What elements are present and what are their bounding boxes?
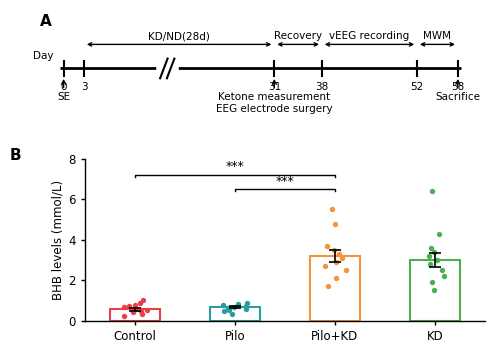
Point (324, 243, 332, 249)
Point (224, 305, 232, 310)
Text: ***: *** (276, 175, 294, 188)
Point (322, 263, 330, 269)
Text: KD/ND(28d): KD/ND(28d) (148, 31, 210, 41)
Point (328, 207, 336, 212)
Text: vEEG recording: vEEG recording (330, 31, 409, 41)
Text: Recovery: Recovery (274, 31, 322, 41)
Point (330, 247, 338, 253)
Point (427, 245, 435, 250)
Point (425, 253, 433, 259)
Y-axis label: BHB levels (mmol/L): BHB levels (mmol/L) (52, 180, 64, 300)
Point (430, 288, 438, 293)
Point (332, 276, 340, 281)
Text: Day: Day (33, 51, 54, 61)
Text: 38: 38 (316, 81, 328, 91)
Text: MWM: MWM (424, 31, 452, 41)
Point (336, 251, 344, 257)
Point (226, 307, 234, 313)
Text: 58: 58 (451, 81, 464, 91)
Point (234, 301, 241, 306)
Point (138, 311, 146, 316)
Point (426, 262, 434, 267)
Text: B: B (10, 148, 22, 163)
Point (332, 259, 340, 265)
Point (438, 267, 446, 273)
Bar (110, 309, 160, 321)
Point (136, 300, 143, 305)
Bar (410, 260, 460, 321)
Point (242, 303, 250, 308)
Point (428, 188, 436, 194)
Point (440, 274, 448, 279)
Text: SE: SE (57, 92, 70, 102)
Point (324, 284, 332, 289)
Text: 31: 31 (268, 81, 281, 91)
Text: ***: *** (226, 160, 244, 174)
Point (130, 309, 138, 315)
Point (338, 255, 345, 261)
Text: Ketone measurement
EEG electrode surgery: Ketone measurement EEG electrode surgery (216, 92, 332, 114)
Point (125, 303, 133, 308)
Point (131, 302, 139, 307)
Point (137, 308, 145, 314)
Point (430, 249, 438, 255)
Point (220, 308, 228, 314)
Point (228, 311, 236, 316)
Text: A: A (40, 14, 52, 29)
Point (242, 300, 250, 305)
Point (342, 267, 349, 273)
Point (144, 307, 152, 313)
Point (230, 304, 238, 309)
Text: 3: 3 (80, 81, 87, 91)
Point (428, 279, 436, 285)
Text: Sacrifice: Sacrifice (436, 92, 480, 102)
Point (132, 306, 140, 312)
Point (435, 231, 443, 236)
Bar (310, 256, 360, 321)
Point (433, 257, 441, 263)
Point (242, 306, 250, 312)
Text: 0: 0 (60, 81, 67, 91)
Point (139, 297, 147, 302)
Bar (210, 307, 260, 321)
Text: 52: 52 (410, 81, 424, 91)
Point (218, 302, 226, 307)
Point (120, 313, 128, 318)
Point (331, 221, 339, 226)
Point (120, 304, 128, 309)
Point (131, 305, 139, 310)
